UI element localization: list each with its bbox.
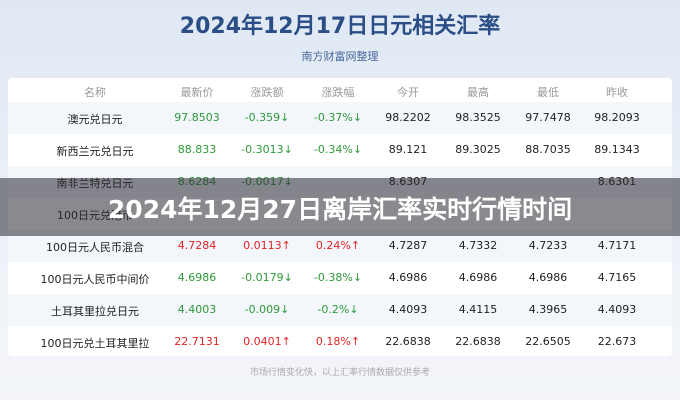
cell-value: 22.7131 [174, 335, 220, 348]
cell-value: 0.18%↑ [315, 335, 361, 348]
cell-value: 89.121 [388, 143, 428, 156]
cell-value: -0.34%↓ [313, 143, 363, 156]
banner [0, 178, 680, 236]
row-name: 土耳其里拉兑日元 [51, 305, 139, 318]
row-name: 100日元人民币混合 [46, 241, 144, 254]
cell-value: -0.3013↓ [241, 143, 293, 156]
cell-value: 4.7287 [388, 239, 428, 252]
column-header: 最新价 [180, 86, 214, 99]
footer: 市场行情变化快，以上汇率行情数据仅供参考 [249, 368, 430, 378]
cell-value: 98.3525 [455, 111, 501, 124]
column-header: 涨跌额 [250, 86, 284, 99]
cell-value: 88.7035 [525, 143, 571, 156]
cell-value: 22.6838 [455, 335, 501, 348]
cell-value: -0.2%↓ [317, 303, 359, 316]
column-header: 今开 [397, 86, 419, 99]
cell-value: 4.7284 [177, 239, 217, 252]
column-header: 名称 [84, 86, 106, 99]
cell-value: 4.7332 [458, 239, 498, 252]
row-name: 澳元兑日元 [67, 113, 123, 126]
column-header: 昨收 [606, 86, 628, 99]
cell-value: -0.0179↓ [241, 271, 293, 284]
cell-value: 89.1343 [594, 143, 640, 156]
cell-value: 98.2202 [385, 111, 431, 124]
cell-value: 4.6986 [528, 271, 568, 284]
row-name: 100日元人民币中间价 [40, 273, 150, 286]
cell-value: 4.6986 [177, 271, 217, 284]
cell-value: 89.3025 [455, 143, 501, 156]
banner-text: 2024年12月27日离岸汇率实时行情时间 [107, 195, 573, 224]
cell-value: 4.7171 [597, 239, 637, 252]
cell-value: -0.37%↓ [313, 111, 363, 124]
cell-value: 88.833 [177, 143, 217, 156]
cell-value: 4.7165 [597, 271, 637, 284]
cell-value: 4.6986 [388, 271, 428, 284]
column-header: 涨跌幅 [321, 86, 355, 99]
cell-value: 98.2093 [594, 111, 640, 124]
cell-value: -0.38%↓ [313, 271, 363, 284]
cell-value: 4.7233 [528, 239, 568, 252]
row-stripe [8, 294, 672, 326]
row-stripe [8, 102, 672, 134]
cell-value: 4.3965 [528, 303, 568, 316]
cell-value: 4.4093 [388, 303, 428, 316]
cell-value: -0.359↓ [244, 111, 290, 124]
row-name: 新西兰元兑日元 [56, 145, 134, 158]
cell-value: -0.009↓ [244, 303, 290, 316]
cell-value: 4.6986 [458, 271, 498, 284]
cell-value: 22.6505 [525, 335, 571, 348]
cell-value: 22.673 [597, 335, 637, 348]
cell-value: 97.8503 [174, 111, 220, 124]
cell-value: 4.4115 [458, 303, 498, 316]
column-header: 最低 [537, 86, 559, 99]
cell-value: 4.4093 [597, 303, 637, 316]
cell-value: 0.0401↑ [243, 335, 291, 348]
subtitle: 南方财富网整理 [301, 50, 379, 63]
row-name: 100日元兑土耳其里拉 [40, 337, 150, 350]
cell-value: 4.4003 [177, 303, 217, 316]
column-header: 最高 [467, 86, 489, 99]
cell-value: 0.0113↑ [243, 239, 291, 252]
title: 2024年12月17日日元相关汇率 [179, 14, 501, 39]
cell-value: 97.7478 [525, 111, 571, 124]
cell-value: 22.6838 [385, 335, 431, 348]
cell-value: 0.24%↑ [315, 239, 361, 252]
